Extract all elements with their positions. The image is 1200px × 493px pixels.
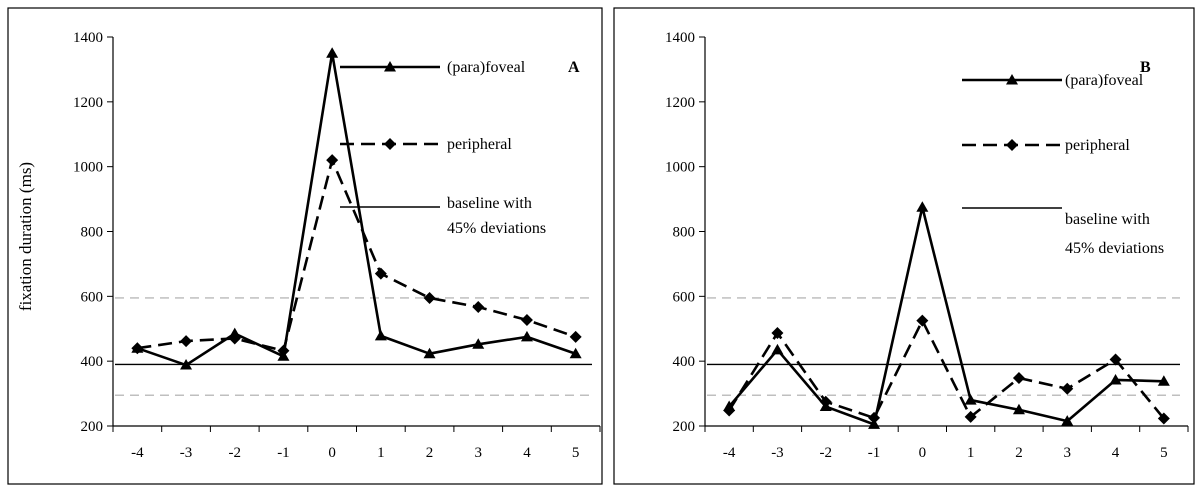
x-tick-label: 3 [1064, 445, 1072, 461]
x-tick-label: -3 [180, 445, 193, 461]
x-tick-label: 4 [1112, 445, 1120, 461]
data-point-diamond [180, 335, 193, 348]
chart-panel-a: 200 400 600 800 1000 1200 1400 -4 -3 -2 -1 0 1 2 3 4 5 fi… [7, 7, 603, 485]
y-tick-label: 1200 [73, 95, 103, 111]
x-tick-label: -4 [131, 445, 144, 461]
data-point-diamond [228, 332, 241, 345]
panel-letter: B [1140, 59, 1151, 76]
y-tick-label: 1000 [73, 160, 103, 176]
x-tick-label: -2 [820, 445, 833, 461]
data-point-triangle [520, 330, 533, 342]
y-tick-label: 1200 [665, 95, 695, 111]
y-tick-label: 1400 [73, 30, 103, 46]
data-point-triangle [180, 359, 193, 370]
legend-label: (para)foveal [1065, 72, 1144, 89]
legend-label: peripheral [447, 136, 512, 153]
data-point-triangle [1061, 415, 1074, 426]
y-tick-label: 800 [673, 225, 696, 241]
legend-marker-diamond [1006, 139, 1018, 151]
x-tick-label: 1 [967, 445, 975, 461]
data-point-diamond [1061, 382, 1074, 395]
y-tick-label: 1400 [665, 30, 695, 46]
legend-label: (para)foveal [447, 59, 526, 76]
data-point-diamond [1109, 353, 1122, 366]
x-tick-label: 5 [572, 445, 580, 461]
legend: (para)foveal peripheral baseline with 45% d… [962, 72, 1164, 257]
x-tick-label: 4 [523, 445, 531, 461]
x-tick-label: 2 [426, 445, 434, 461]
data-point-triangle [326, 47, 339, 58]
x-tick-label: -1 [868, 445, 881, 461]
x-tick-label: -2 [229, 445, 242, 461]
data-point-triangle [1109, 373, 1122, 385]
x-tick-label: -1 [277, 445, 290, 461]
y-tick-label: 200 [673, 419, 696, 435]
x-tick-label: 0 [328, 445, 336, 461]
data-point-triangle [1157, 375, 1170, 386]
panel-border [613, 7, 1195, 485]
legend-marker-triangle [384, 61, 396, 72]
legend-label: peripheral [1065, 137, 1130, 154]
x-tick-label: 5 [1160, 445, 1168, 461]
data-point-triangle [569, 347, 582, 359]
data-point-diamond [771, 326, 784, 339]
data-point-diamond [819, 395, 832, 408]
series-line-peripheral [137, 158, 577, 353]
data-point-diamond [964, 410, 977, 423]
data-point-diamond [916, 314, 929, 327]
legend-label: baseline with [1065, 211, 1150, 228]
series-line-peripheral [728, 319, 1165, 420]
data-point-triangle [374, 329, 387, 341]
panel-letter: A [568, 59, 580, 76]
x-tick-label: 0 [919, 445, 927, 461]
data-point-diamond [326, 154, 339, 167]
y-tick-label: 400 [673, 354, 696, 370]
panel-border [7, 7, 603, 485]
data-point-diamond [472, 301, 485, 314]
y-tick-label: 600 [81, 289, 104, 305]
y-tick-label: 600 [673, 289, 696, 305]
data-point-triangle [771, 343, 784, 355]
legend-marker-diamond [384, 138, 396, 150]
data-point-diamond [1012, 372, 1025, 385]
data-point-triangle [964, 394, 977, 405]
legend-label: baseline with [447, 195, 532, 212]
data-point-diamond [1157, 412, 1170, 425]
data-point-diamond [868, 411, 881, 424]
legend-label: 45% deviations [1065, 240, 1164, 257]
y-tick-label: 400 [81, 354, 104, 370]
x-tick-label: -4 [723, 445, 736, 461]
y-axis-title: fixation duration (ms) [16, 162, 35, 311]
data-point-diamond [131, 342, 144, 355]
series-line-parafoveal [136, 51, 577, 367]
data-point-diamond [374, 267, 387, 280]
x-tick-label: 2 [1015, 445, 1023, 461]
x-tick-label: -3 [771, 445, 784, 461]
data-point-diamond [569, 330, 582, 343]
series-line-parafoveal [728, 205, 1164, 426]
legend: (para)foveal peripheral baseline with 45% d… [340, 59, 546, 237]
data-point-diamond [423, 291, 436, 304]
data-point-diamond [520, 313, 533, 326]
x-tick-label: 1 [377, 445, 385, 461]
chart-panel-b: 200 400 600 800 1000 1200 1400 -4 -3 -2 -1 0 1 2 3 4 5 (p… [613, 7, 1195, 485]
data-point-triangle [1012, 403, 1025, 415]
data-point-triangle [472, 338, 485, 349]
legend-label: 45% deviations [447, 220, 546, 237]
x-tick-label: 3 [475, 445, 483, 461]
y-tick-label: 200 [81, 419, 104, 435]
data-point-triangle [916, 201, 929, 212]
y-tick-label: 800 [81, 225, 104, 241]
data-point-diamond [277, 344, 290, 357]
y-tick-label: 1000 [665, 160, 695, 176]
legend-marker-triangle [1006, 74, 1018, 85]
data-point-diamond [723, 404, 736, 417]
data-point-triangle [423, 347, 436, 359]
